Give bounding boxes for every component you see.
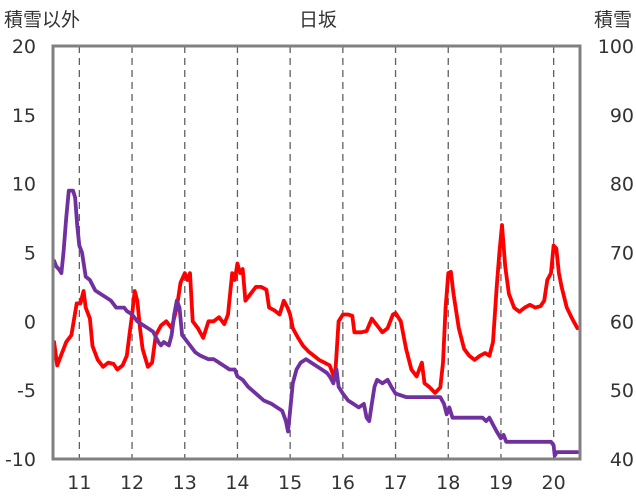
vertical-grid [78,46,555,459]
x-tick-label-20: 20 [542,472,566,494]
y-left-tick-label-5: 5 [24,243,36,265]
x-tick-label-13: 13 [173,472,197,494]
left-axis-label: 積雪以外 [4,9,80,31]
y-left-tick-label--5: -5 [17,380,36,402]
y-right-tick-label-50: 50 [610,380,634,402]
y-left-tick-label--10: -10 [5,449,36,471]
y-right-tick-label-60: 60 [610,311,634,333]
x-tick-label-16: 16 [331,472,355,494]
right-axis-label: 積雪 [594,9,632,31]
y-left-tick-label-0: 0 [24,311,36,333]
x-tick-label-14: 14 [225,472,249,494]
y-left-tick-label-20: 20 [12,36,36,58]
x-tick-label-18: 18 [436,472,460,494]
series-group [52,188,580,458]
x-tick-label-19: 19 [489,472,513,494]
left-y-ticks: 20 15 10 5 0 -5 -10 [5,36,36,471]
y-right-tick-label-40: 40 [610,449,634,471]
plot-frame [51,44,582,461]
right-y-ticks: 100 90 80 70 60 50 40 [598,36,634,471]
y-right-tick-label-90: 90 [610,105,634,127]
x-tick-label-11: 11 [67,472,91,494]
x-tick-label-12: 12 [120,472,144,494]
y-left-tick-label-15: 15 [12,105,36,127]
x-tick-label-15: 15 [278,472,302,494]
y-right-tick-label-80: 80 [610,174,634,196]
x-tick-label-17: 17 [383,472,407,494]
y-right-tick-label-100: 100 [598,36,634,58]
y-right-tick-label-70: 70 [610,243,634,265]
x-ticks: 11 12 13 14 15 16 17 18 19 20 [67,472,565,494]
purple-series-line [52,188,580,458]
red-series-line [52,223,580,395]
chart-title: 日坂 [299,9,337,31]
y-left-tick-label-10: 10 [12,174,36,196]
